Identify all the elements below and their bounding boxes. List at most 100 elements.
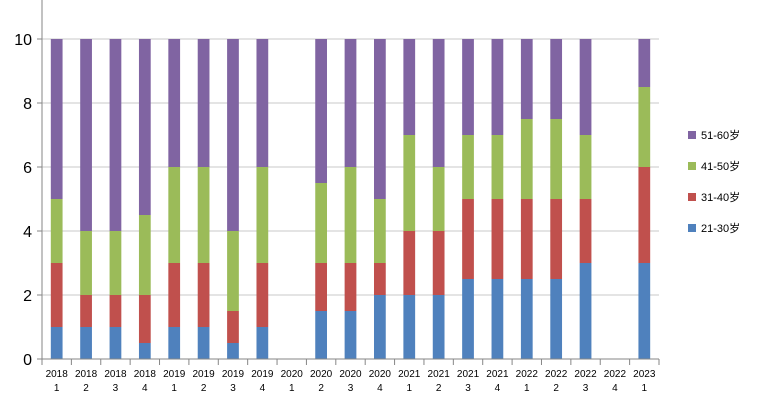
bar-segment-9-0 xyxy=(315,311,327,359)
bar-segment-17-2 xyxy=(550,119,563,199)
bar-segment-9-3 xyxy=(315,39,327,183)
bar-segment-17-1 xyxy=(550,199,563,279)
x-category-year: 2018 xyxy=(134,369,157,380)
bar-segment-14-1 xyxy=(462,199,474,279)
bar-segment-14-3 xyxy=(462,39,474,135)
x-category-quarter: 4 xyxy=(377,383,383,394)
x-category-year: 2020 xyxy=(369,369,392,380)
bar-segment-12-1 xyxy=(403,231,416,295)
y-tick-label: 2 xyxy=(23,288,32,305)
y-tick-label: 0 xyxy=(23,352,32,369)
bar-segment-18-1 xyxy=(579,199,592,263)
x-category-year: 2022 xyxy=(574,369,597,380)
bar-segment-20-1 xyxy=(638,167,651,263)
x-category-quarter: 1 xyxy=(54,383,60,394)
legend-label-2: 31-40岁 xyxy=(701,190,740,204)
bar-segment-13-0 xyxy=(432,295,445,359)
x-category-year: 2020 xyxy=(339,369,362,380)
x-category-year: 2019 xyxy=(192,369,215,380)
bar-segment-5-1 xyxy=(197,263,210,327)
bar-segment-20-3 xyxy=(638,39,651,87)
bar-segment-12-3 xyxy=(403,39,416,135)
bar-segment-6-1 xyxy=(227,311,239,343)
bar-segment-7-0 xyxy=(256,327,269,359)
y-axis-ticks: 0 2 4 6 8 10 xyxy=(14,32,32,369)
legend-label-0: 51-60岁 xyxy=(701,128,740,142)
bar-segment-13-1 xyxy=(432,231,445,295)
legend-swatch-3 xyxy=(688,224,696,232)
x-category-quarter: 3 xyxy=(348,383,354,394)
x-category-quarter: 4 xyxy=(612,383,618,394)
bar-segment-20-0 xyxy=(638,263,651,359)
x-category-quarter: 1 xyxy=(524,383,530,394)
bar-segment-15-3 xyxy=(491,39,504,135)
bar-segment-10-3 xyxy=(344,39,357,167)
x-category-quarter: 2 xyxy=(83,383,89,394)
x-axis-categories: 2018 1 2018 2 2018 3 2018 4 2019 1 2019 2 2019 3 2019 4… xyxy=(46,369,656,394)
bar-segment-1-1 xyxy=(80,295,92,327)
x-category-quarter: 2 xyxy=(318,383,324,394)
bar-segment-3-3 xyxy=(138,39,151,215)
bar-segment-18-3 xyxy=(579,39,592,135)
bar-segment-11-0 xyxy=(374,295,386,359)
x-category-year: 2019 xyxy=(222,369,245,380)
x-category-quarter: 1 xyxy=(171,383,177,394)
x-category-year: 2018 xyxy=(104,369,127,380)
x-category-year: 2021 xyxy=(457,369,480,380)
bar-segment-18-0 xyxy=(579,263,592,359)
bar-segment-13-2 xyxy=(432,167,445,231)
bar-segment-0-0 xyxy=(50,327,63,359)
x-category-year: 2023 xyxy=(633,369,656,380)
bar-segment-3-0 xyxy=(138,343,151,359)
bar-segment-16-1 xyxy=(520,199,533,279)
bar-segment-10-1 xyxy=(344,263,357,311)
x-category-year: 2018 xyxy=(46,369,69,380)
x-category-quarter: 1 xyxy=(642,383,648,394)
bar-segment-4-1 xyxy=(168,263,181,327)
bar-segment-6-0 xyxy=(227,343,239,359)
y-tick-label: 6 xyxy=(23,160,32,177)
legend-swatch-1 xyxy=(688,162,696,170)
x-category-year: 2020 xyxy=(310,369,333,380)
bar-segment-1-2 xyxy=(80,231,92,295)
bar-segment-7-2 xyxy=(256,167,269,263)
x-category-quarter: 4 xyxy=(495,383,501,394)
bar-segment-2-3 xyxy=(109,39,122,231)
legend-label-3: 21-30岁 xyxy=(701,221,740,235)
bar-segment-17-0 xyxy=(550,279,563,359)
x-category-quarter: 2 xyxy=(436,383,442,394)
bar-segment-12-0 xyxy=(403,295,416,359)
bar-segment-14-0 xyxy=(462,279,474,359)
bar-segment-9-2 xyxy=(315,183,327,263)
bar-segment-18-2 xyxy=(579,135,592,199)
bar-segment-15-2 xyxy=(491,135,504,199)
bar-segment-2-0 xyxy=(109,327,122,359)
bar-segment-1-0 xyxy=(80,327,92,359)
bar-segment-15-0 xyxy=(491,279,504,359)
bars xyxy=(50,39,651,359)
x-category-quarter: 2 xyxy=(553,383,559,394)
bar-segment-0-2 xyxy=(50,199,63,263)
bar-segment-17-3 xyxy=(550,39,563,119)
bar-segment-12-2 xyxy=(403,135,416,231)
bar-segment-20-2 xyxy=(638,87,651,167)
bar-segment-5-3 xyxy=(197,39,210,167)
x-category-year: 2022 xyxy=(516,369,539,380)
legend-swatch-0 xyxy=(688,131,696,139)
bar-segment-6-3 xyxy=(227,39,239,231)
x-category-quarter: 1 xyxy=(289,383,295,394)
y-tick-label: 10 xyxy=(14,32,32,49)
x-category-year: 2021 xyxy=(486,369,509,380)
x-category-year: 2022 xyxy=(545,369,568,380)
x-category-quarter: 3 xyxy=(113,383,119,394)
y-tick-label: 4 xyxy=(23,224,32,241)
x-category-quarter: 3 xyxy=(465,383,471,394)
x-category-quarter: 2 xyxy=(201,383,207,394)
axes xyxy=(37,0,660,365)
x-category-year: 2021 xyxy=(398,369,421,380)
bar-segment-11-3 xyxy=(374,39,386,199)
bar-segment-7-1 xyxy=(256,263,269,327)
x-category-year: 2018 xyxy=(75,369,98,380)
